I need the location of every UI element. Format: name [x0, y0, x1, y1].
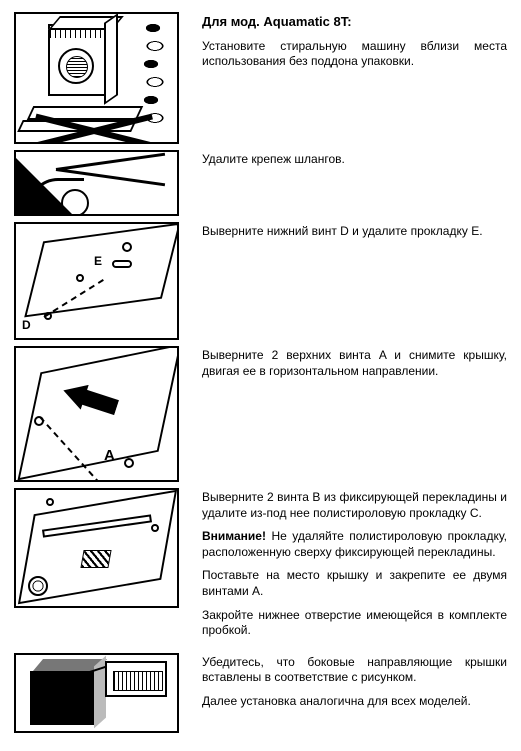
- label-d: D: [22, 318, 31, 334]
- diagram-2-col: [14, 150, 184, 216]
- diagram-5-col: [14, 488, 184, 608]
- page-title: Для мод. Aquamatic 8T:: [202, 14, 507, 31]
- step-6-text: Убедитесь, что боковые направляющие крыш…: [202, 653, 507, 718]
- label-e: E: [94, 254, 102, 270]
- step-5-warning: Внимание!: [202, 529, 266, 543]
- step-5-text: Выверните 2 винта B из фиксирующей перек…: [202, 488, 507, 647]
- diagram-6: [14, 653, 179, 733]
- step-1-text: Для мод. Aquamatic 8T: Установите стирал…: [202, 12, 507, 78]
- diagram-3: E D: [14, 222, 179, 340]
- step-5-p2: Внимание! Не удаляйте полистироловую про…: [202, 529, 507, 560]
- diagram-3-col: E D: [14, 222, 184, 340]
- step-2-text: Удалите крепеж шлангов.: [202, 150, 507, 176]
- step-1-body: Установите стиральную машину вблизи мест…: [202, 39, 507, 70]
- step-5: Выверните 2 винта B из фиксирующей перек…: [14, 488, 507, 647]
- step-4: A Выверните 2 верхних винта A и снимите …: [14, 346, 507, 482]
- step-5-p4: Закройте нижнее отверстие имеющейся в ко…: [202, 608, 507, 639]
- step-2: Удалите крепеж шлангов.: [14, 150, 507, 216]
- step-4-body: Выверните 2 верхних винта A и снимите кр…: [202, 348, 507, 379]
- step-6-p2: Далее установка аналогична для всех моде…: [202, 694, 507, 710]
- step-3-body: Выверните нижний винт D и удалите прокла…: [202, 224, 507, 240]
- diagram-1: [14, 12, 179, 144]
- step-1: Для мод. Aquamatic 8T: Установите стирал…: [14, 12, 507, 144]
- diagram-2: [14, 150, 179, 216]
- diagram-4-col: A: [14, 346, 184, 482]
- step-2-body: Удалите крепеж шлангов.: [202, 152, 507, 168]
- step-6: Убедитесь, что боковые направляющие крыш…: [14, 653, 507, 733]
- diagram-1-col: [14, 12, 184, 144]
- diagram-5: [14, 488, 179, 608]
- step-6-p1: Убедитесь, что боковые направляющие крыш…: [202, 655, 507, 686]
- diagram-6-col: [14, 653, 184, 733]
- step-3: E D Выверните нижний винт D и удалите пр…: [14, 222, 507, 340]
- label-a: A: [104, 446, 115, 466]
- step-4-text: Выверните 2 верхних винта A и снимите кр…: [202, 346, 507, 387]
- step-3-text: Выверните нижний винт D и удалите прокла…: [202, 222, 507, 248]
- diagram-4: A: [14, 346, 179, 482]
- step-5-p1: Выверните 2 винта B из фиксирующей перек…: [202, 490, 507, 521]
- step-5-p3: Поставьте на место крышку и закрепите ее…: [202, 568, 507, 599]
